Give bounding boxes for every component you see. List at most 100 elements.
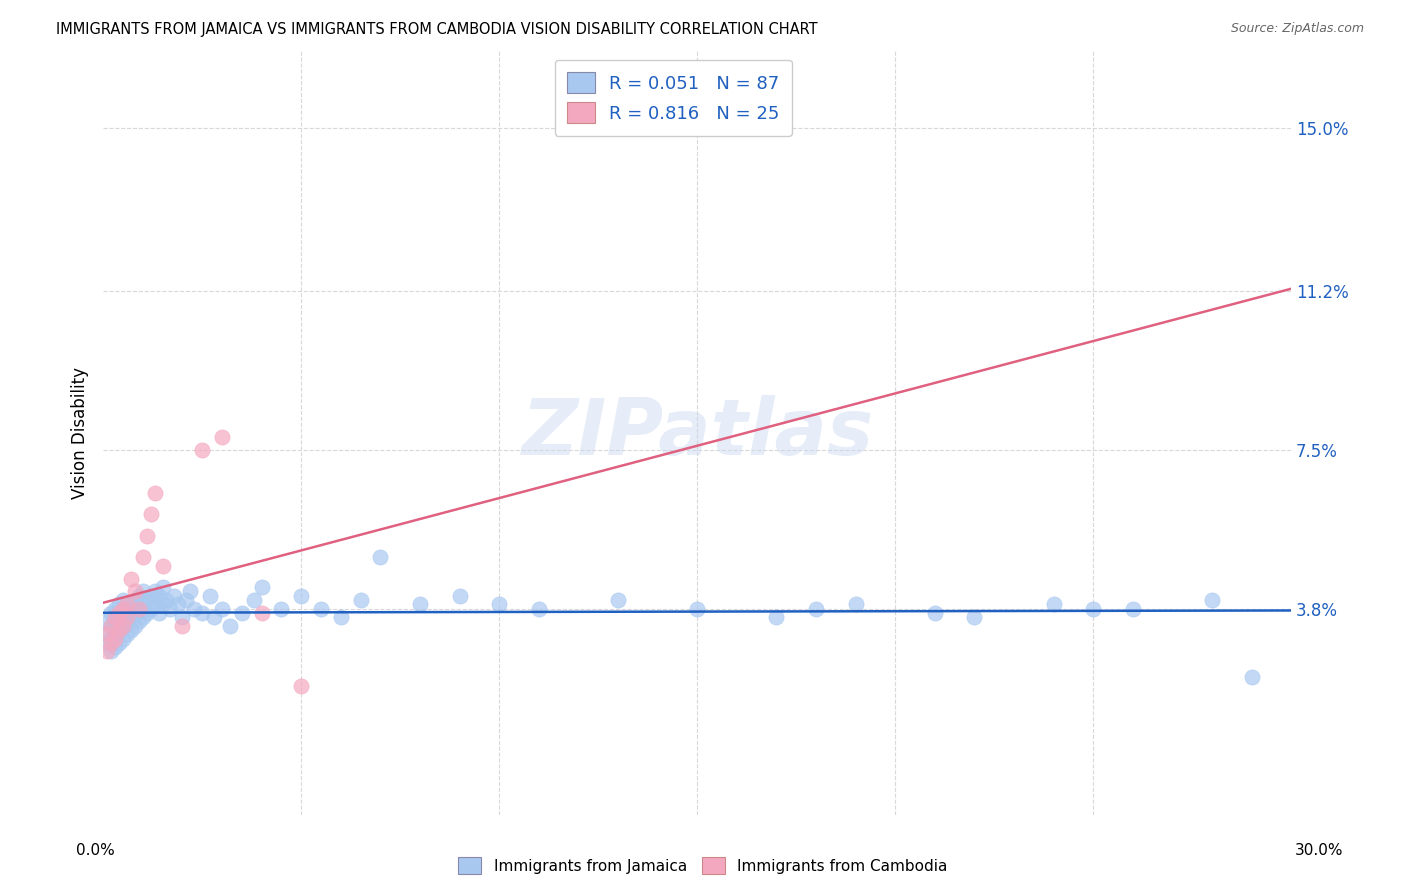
Point [100,636,122,650]
Point [527,601,550,615]
Point [135,606,157,620]
Point [290,589,312,603]
Point [108,623,131,637]
Point [152,558,174,573]
Point [96,627,118,641]
Text: IMMIGRANTS FROM JAMAICA VS IMMIGRANTS FROM CAMBODIA VISION DISABILITY CORRELATIO: IMMIGRANTS FROM JAMAICA VS IMMIGRANTS FR… [56,22,818,37]
Legend: R = 0.051   N = 87, R = 0.816   N = 25: R = 0.051 N = 87, R = 0.816 N = 25 [555,60,792,136]
Point [270,601,292,615]
Text: ZIPatlas: ZIPatlas [522,394,873,471]
Point [231,606,253,620]
Point [174,593,197,607]
Point [143,597,166,611]
Point [191,442,214,457]
Point [100,644,122,658]
Point [329,610,352,624]
Point [128,601,150,615]
Point [135,528,157,542]
Point [1122,601,1144,615]
Text: 0.0%: 0.0% [76,843,115,858]
Point [100,618,122,632]
Point [111,601,134,615]
Point [139,507,162,521]
Point [108,606,131,620]
Point [202,610,225,624]
Point [309,601,332,615]
Point [115,610,138,624]
Point [1042,597,1064,611]
Point [111,615,134,629]
Point [111,632,134,646]
Point [155,593,177,607]
Point [120,606,142,620]
Point [163,589,186,603]
Point [250,580,273,594]
Point [139,589,162,603]
Point [104,640,127,655]
Point [172,610,194,624]
Point [198,589,221,603]
Point [218,618,240,632]
Point [132,597,155,611]
Point [488,597,510,611]
Point [686,601,709,615]
Point [845,597,868,611]
Point [104,601,127,615]
Point [143,584,166,599]
Point [132,584,155,599]
Point [211,430,233,444]
Point [124,618,146,632]
Text: Source: ZipAtlas.com: Source: ZipAtlas.com [1230,22,1364,36]
Point [607,593,630,607]
Point [179,584,201,599]
Point [115,615,138,629]
Point [108,623,131,637]
Point [152,580,174,594]
Point [108,618,131,632]
Point [1240,670,1263,684]
Point [804,601,827,615]
Point [290,679,312,693]
Point [111,618,134,632]
Point [128,615,150,629]
Point [132,550,155,565]
Point [111,593,134,607]
Point [148,589,170,603]
Point [120,623,142,637]
Point [250,606,273,620]
Point [211,601,233,615]
Point [104,610,127,624]
Point [370,550,392,565]
Point [115,610,138,624]
Point [765,610,787,624]
Point [139,601,162,615]
Legend: Immigrants from Jamaica, Immigrants from Cambodia: Immigrants from Jamaica, Immigrants from… [453,851,953,880]
Point [120,572,142,586]
Point [124,584,146,599]
Point [104,623,127,637]
Point [349,593,371,607]
Point [191,606,214,620]
Point [924,606,946,620]
Point [100,632,122,646]
Point [115,601,138,615]
Point [183,601,205,615]
Point [128,589,150,603]
Point [108,597,131,611]
Point [1083,601,1105,615]
Point [104,615,127,629]
Point [115,597,138,611]
Point [115,627,138,641]
Point [1201,593,1223,607]
Point [449,589,471,603]
Point [128,601,150,615]
Point [148,606,170,620]
Point [143,485,166,500]
Point [96,644,118,658]
Point [124,593,146,607]
Text: 30.0%: 30.0% [1295,843,1343,858]
Point [159,601,181,615]
Point [111,618,134,632]
Point [96,627,118,641]
Point [172,618,194,632]
